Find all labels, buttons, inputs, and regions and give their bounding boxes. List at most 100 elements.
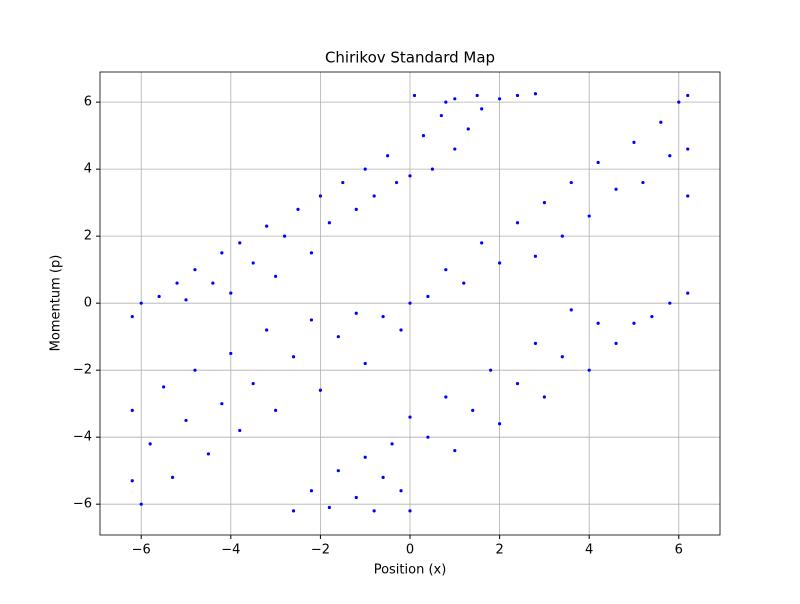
point [659,120,663,124]
point [466,127,470,131]
point [309,251,314,255]
point [341,180,345,185]
point [686,93,690,98]
point [265,224,269,228]
point [444,395,448,399]
point [381,314,385,319]
point [251,381,255,386]
point [426,435,430,439]
point [497,261,502,265]
point [641,180,645,185]
point [336,335,340,339]
point [515,381,520,386]
point [372,194,376,198]
point [363,167,367,171]
point [408,301,412,305]
point [354,311,358,315]
plot-frame [99,71,721,536]
point [542,395,546,399]
point [596,321,600,325]
point [193,268,197,272]
point [170,475,175,479]
point [318,388,323,392]
point [363,361,367,366]
point [274,408,278,412]
point [480,107,484,111]
point [238,428,242,433]
point [399,489,403,493]
point [157,294,161,299]
y-tick-label: 0 [84,296,92,311]
point [336,469,340,473]
point [453,147,457,151]
x-tick-label: 6 [675,543,683,558]
point [475,93,479,98]
point [560,355,564,359]
y-tick-label: −6 [73,497,92,512]
x-tick-label: −6 [132,543,151,558]
y-tick-label: 4 [84,162,92,177]
point [206,452,211,456]
point [363,455,367,459]
point [372,509,376,513]
point [686,194,690,198]
point [412,93,417,98]
point [533,341,538,345]
point [251,261,255,265]
x-tick-label: −2 [311,543,330,558]
chart-title: Chirikov Standard Map [325,49,495,67]
point [238,241,242,245]
x-tick-label: 4 [585,543,593,558]
point [327,221,331,225]
point [354,207,358,211]
point [686,291,690,295]
point [677,100,681,104]
point [309,489,314,493]
point [533,92,538,96]
point [162,385,166,389]
point [632,321,636,325]
point [327,505,331,510]
point [211,281,215,285]
x-axis-label: Position (x) [374,563,447,578]
point [497,422,502,426]
point [515,221,520,225]
point [453,448,457,453]
point [386,154,390,158]
point [480,241,484,245]
x-tick-label: 2 [495,543,503,558]
point [184,298,188,302]
y-tick-label: −4 [73,430,92,445]
point [668,301,672,305]
point [453,97,457,101]
point [274,274,278,278]
point [533,254,538,258]
point [408,174,412,178]
point [439,113,443,118]
point [381,475,385,479]
point [394,180,399,185]
point [148,442,152,446]
point [421,134,426,138]
y-tick-label: 2 [84,229,92,244]
point [471,408,475,412]
point [291,355,296,359]
point [130,479,134,483]
point [426,294,430,299]
point [489,368,493,372]
point [560,234,564,238]
point [587,214,591,218]
point [408,415,412,419]
x-tick-label: −4 [221,543,240,558]
point [175,281,179,285]
point [220,251,224,255]
point [587,368,591,372]
point [569,180,573,185]
x-tick-label: 0 [406,543,414,558]
point [318,194,323,198]
point [444,100,448,104]
y-tick-label: −2 [73,363,92,378]
y-axis-label: Momentum (p) [49,255,64,352]
point [354,495,358,500]
